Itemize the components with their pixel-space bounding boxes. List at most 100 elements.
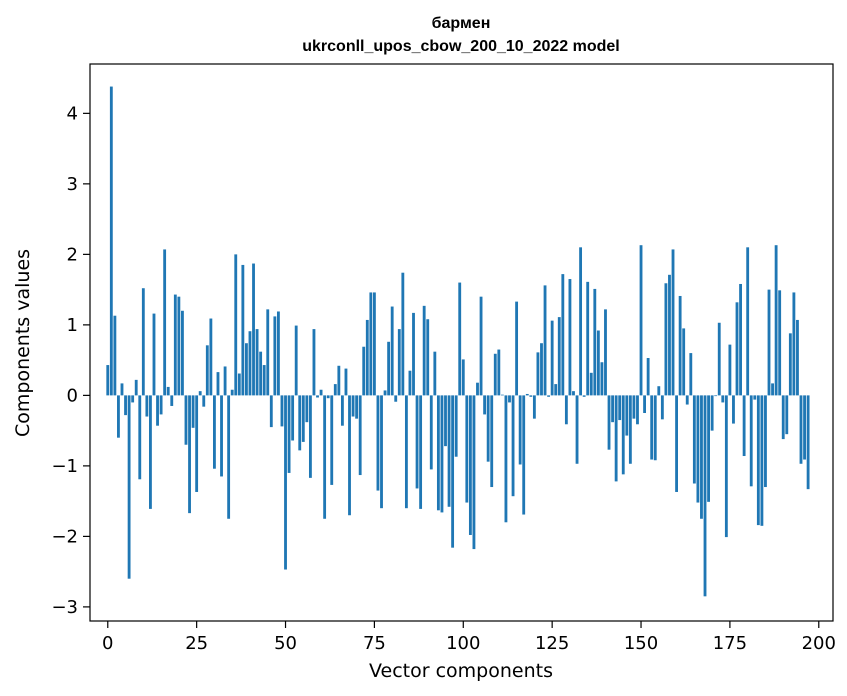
bar-67 [344, 368, 348, 396]
bar-110 [497, 349, 501, 396]
bar-148 [632, 395, 636, 419]
bar-179 [742, 395, 746, 457]
bar-100 [461, 359, 465, 396]
bar-111 [500, 394, 504, 396]
bar-103 [472, 395, 476, 550]
bar-5 [124, 395, 127, 416]
bar-0 [106, 365, 110, 396]
x-tick-label: 100 [446, 633, 480, 654]
bar-137 [593, 288, 597, 396]
bar-81 [394, 395, 398, 402]
bar-79 [387, 341, 391, 396]
bar-153 [650, 395, 654, 460]
bar-53 [294, 325, 298, 396]
bar-141 [607, 395, 611, 450]
x-tick-label: 150 [624, 633, 658, 654]
bar-70 [355, 395, 359, 419]
bar-185 [764, 395, 767, 488]
bar-88 [419, 395, 423, 509]
bar-127 [557, 317, 561, 396]
bar-142 [611, 395, 615, 423]
bar-28 [205, 345, 209, 396]
bar-52 [291, 395, 295, 441]
bar-151 [643, 395, 646, 414]
bar-74 [369, 292, 373, 396]
y-axis-label: Components values [12, 249, 34, 437]
x-axis-ticks: 0 25 50 75 100 125 150 175 200 [102, 621, 836, 654]
bar-93 [436, 395, 440, 511]
bar-24 [191, 395, 195, 428]
bar-80 [390, 306, 394, 396]
bar-6 [127, 395, 131, 579]
bar-191 [785, 395, 789, 435]
bar-65 [337, 365, 341, 396]
bar-97 [451, 395, 455, 548]
bar-1 [109, 86, 113, 396]
bar-33 [223, 366, 227, 396]
bar-107 [486, 395, 490, 462]
bars-group [106, 86, 810, 597]
bar-136 [589, 372, 593, 396]
bar-145 [621, 395, 625, 475]
bar-85 [408, 370, 412, 396]
bar-4 [120, 383, 124, 396]
y-tick-label: 2 [67, 244, 78, 265]
bar-60 [319, 389, 323, 396]
bar-164 [689, 353, 693, 396]
bar-149 [636, 395, 639, 425]
bar-133 [579, 247, 583, 396]
x-axis-label: Vector components [369, 660, 553, 682]
bar-194 [796, 319, 799, 396]
bar-11 [145, 395, 149, 417]
bar-99 [458, 282, 462, 396]
bar-112 [504, 395, 508, 523]
bar-39 [245, 343, 248, 396]
bar-147 [628, 395, 632, 464]
bar-91 [429, 395, 433, 470]
bar-168 [703, 395, 707, 597]
bar-35 [230, 389, 234, 396]
bar-193 [792, 292, 796, 396]
bar-152 [646, 358, 650, 396]
bar-108 [490, 395, 494, 488]
bar-36 [234, 254, 238, 396]
bar-121 [536, 352, 540, 396]
y-tick-label: 1 [67, 315, 78, 336]
bar-165 [692, 395, 696, 484]
bar-186 [767, 289, 771, 396]
bar-12 [149, 395, 152, 509]
bar-177 [735, 302, 739, 396]
bar-170 [710, 395, 714, 431]
bar-106 [483, 395, 487, 415]
bar-16 [163, 249, 167, 396]
bar-134 [582, 395, 586, 397]
bar-50 [284, 395, 287, 570]
bar-89 [422, 305, 426, 396]
bar-124 [547, 395, 551, 397]
bar-130 [568, 279, 572, 396]
bar-62 [326, 395, 330, 399]
bar-64 [333, 384, 337, 396]
bar-131 [572, 391, 575, 396]
bar-51 [287, 395, 291, 473]
bar-196 [803, 395, 806, 460]
y-tick-label: −3 [51, 597, 78, 618]
bar-197 [806, 395, 810, 490]
bar-14 [156, 395, 159, 426]
bar-26 [198, 391, 202, 396]
bar-157 [664, 283, 668, 396]
x-tick-label: 200 [802, 633, 836, 654]
bar-154 [653, 395, 657, 461]
bar-72 [362, 346, 366, 396]
bar-104 [476, 382, 479, 396]
bar-195 [799, 395, 803, 464]
y-axis-ticks: −3 −2 −1 0 1 2 3 4 [51, 103, 90, 618]
bar-59 [316, 395, 319, 398]
bar-150 [639, 245, 643, 396]
bar-160 [675, 395, 678, 492]
bar-90 [426, 319, 430, 396]
bar-47 [273, 316, 277, 396]
bar-18 [170, 395, 174, 406]
bar-61 [323, 395, 327, 519]
bar-102 [468, 395, 472, 535]
